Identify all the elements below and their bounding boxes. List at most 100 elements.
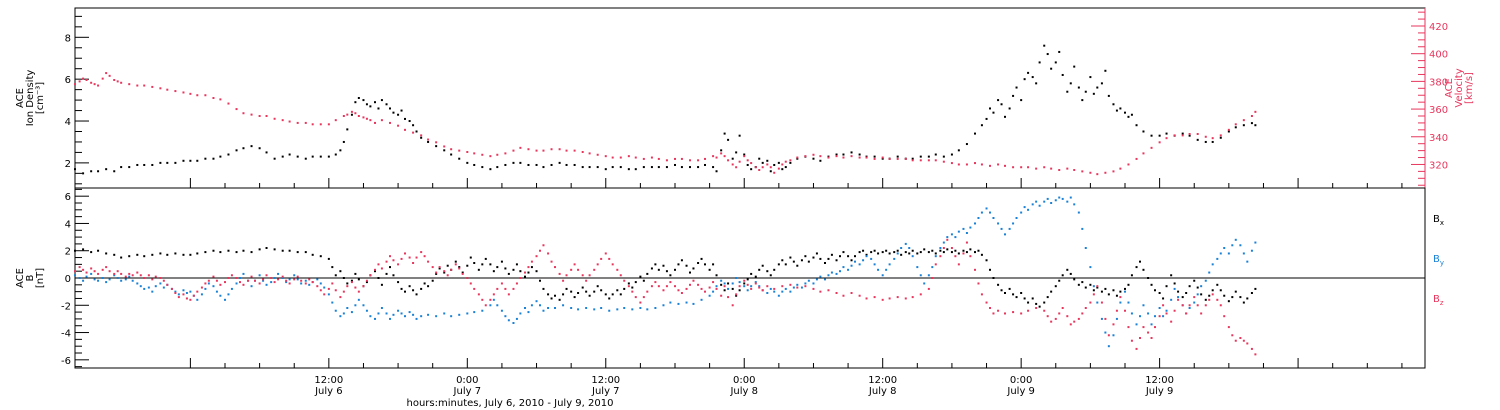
data-point [97, 272, 100, 275]
data-point [796, 157, 799, 160]
data-point [1035, 302, 1038, 305]
data-point [446, 264, 449, 267]
data-point [136, 163, 139, 166]
data-point [727, 282, 730, 285]
data-point [204, 282, 207, 285]
data-point [997, 222, 1000, 225]
data-point [281, 275, 284, 278]
data-point [954, 255, 957, 258]
data-point [1020, 99, 1023, 102]
data-point [619, 274, 622, 277]
data-point [911, 159, 914, 162]
data-point [997, 163, 1000, 166]
data-point [761, 289, 764, 292]
data-point [758, 157, 761, 160]
data-point [850, 264, 853, 267]
data-point [689, 283, 691, 286]
data-point [1031, 297, 1034, 300]
data-point [1227, 252, 1230, 255]
data-point [954, 249, 957, 252]
data-point [830, 271, 833, 274]
data-point [919, 155, 922, 158]
data-point [239, 277, 241, 279]
data-point [789, 256, 792, 259]
data-point [311, 155, 314, 158]
data-point [627, 168, 630, 171]
data-point [720, 149, 723, 152]
data-point [680, 166, 683, 169]
data-point [873, 249, 876, 252]
data-point [334, 153, 337, 156]
data-point [166, 253, 169, 256]
data-point [311, 123, 314, 126]
data-point [392, 259, 395, 262]
data-point [773, 287, 776, 290]
data-point [1046, 197, 1049, 200]
data-point [1173, 287, 1176, 290]
data-point [316, 285, 319, 288]
data-point [1046, 53, 1049, 56]
data-point [977, 217, 980, 219]
data-point [1027, 208, 1030, 211]
data-point [489, 263, 492, 266]
data-point [731, 157, 734, 160]
data-point [927, 155, 930, 158]
data-point [896, 296, 899, 299]
data-point [550, 148, 553, 151]
data-point [919, 159, 922, 162]
data-point [639, 307, 642, 309]
data-point [985, 117, 988, 120]
data-point [304, 282, 307, 285]
data-point [989, 164, 991, 167]
data-point [750, 162, 753, 165]
data-point [412, 131, 415, 134]
data-point [1112, 289, 1115, 292]
data-point [1204, 304, 1207, 307]
data-point [650, 267, 653, 270]
data-point [1242, 252, 1245, 255]
data-point [1150, 146, 1153, 149]
data-point [530, 260, 533, 263]
data-point [704, 163, 706, 166]
data-point [931, 277, 934, 279]
data-point [258, 274, 261, 277]
data-point [992, 111, 995, 114]
data-point [1254, 353, 1257, 356]
data-point [93, 270, 96, 273]
data-point [189, 159, 192, 162]
data-point [862, 249, 865, 252]
data-point [334, 309, 337, 312]
data-point [458, 313, 461, 316]
data-point [800, 259, 803, 262]
data-point [923, 248, 926, 251]
data-point [577, 268, 580, 271]
data-point [397, 281, 400, 284]
data-point [189, 290, 192, 293]
data-point [1142, 152, 1145, 155]
data-point [362, 304, 365, 307]
data-point [182, 253, 185, 256]
series-ion-density [74, 44, 1257, 175]
data-point [530, 266, 533, 269]
data-point [777, 161, 780, 164]
data-point [1250, 249, 1253, 252]
data-point [1173, 134, 1176, 137]
data-point [454, 263, 457, 266]
data-point [927, 274, 930, 277]
data-point [708, 286, 711, 289]
data-point [1092, 92, 1095, 95]
data-point [174, 90, 177, 93]
data-point [350, 281, 353, 284]
data-point [789, 159, 792, 162]
data-point [542, 149, 545, 152]
data-point [1020, 312, 1023, 315]
data-point [1223, 315, 1226, 318]
data-point [466, 151, 469, 153]
data-point [435, 141, 438, 144]
data-point [342, 140, 345, 143]
data-point [1035, 307, 1038, 309]
data-point [389, 255, 391, 258]
data-point [942, 247, 945, 249]
data-point [1066, 315, 1069, 318]
data-point [1234, 290, 1237, 293]
